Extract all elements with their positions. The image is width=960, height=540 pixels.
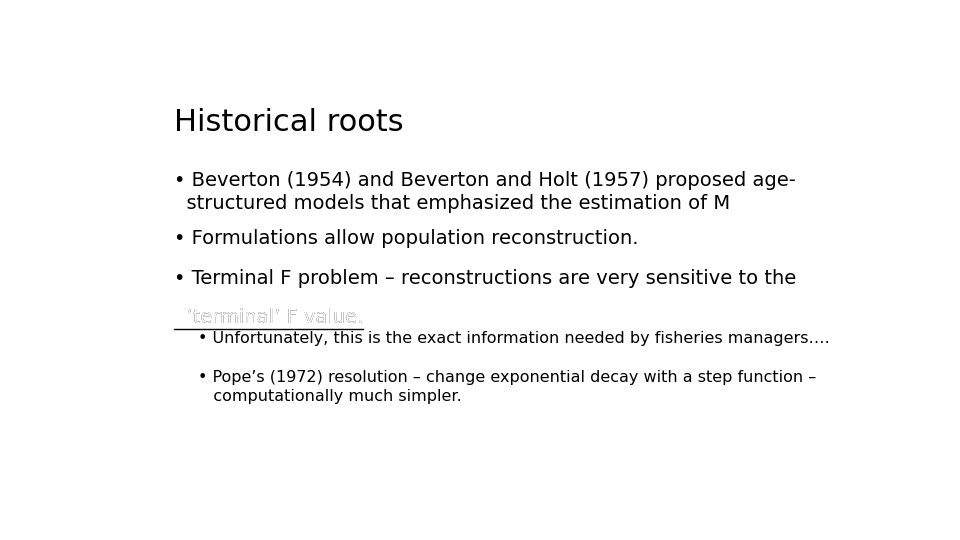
Text: • Unfortunately, this is the exact information needed by fisheries managers….: • Unfortunately, this is the exact infor…	[198, 331, 829, 346]
Text: ‘terminal’ F value.: ‘terminal’ F value.	[174, 308, 363, 327]
Text: • Pope’s (1972) resolution – change exponential decay with a step function –
   : • Pope’s (1972) resolution – change expo…	[198, 370, 816, 404]
Text: • Terminal F problem – reconstructions are very sensitive to the: • Terminal F problem – reconstructions a…	[174, 268, 796, 287]
Text: • Formulations allow population reconstruction.: • Formulations allow population reconstr…	[174, 229, 638, 248]
Text: Historical roots: Historical roots	[174, 109, 403, 138]
Text: ‘terminal’ F value.: ‘terminal’ F value.	[174, 308, 363, 327]
Text: • Beverton (1954) and Beverton and Holt (1957) proposed age-
  structured models: • Beverton (1954) and Beverton and Holt …	[174, 171, 796, 213]
